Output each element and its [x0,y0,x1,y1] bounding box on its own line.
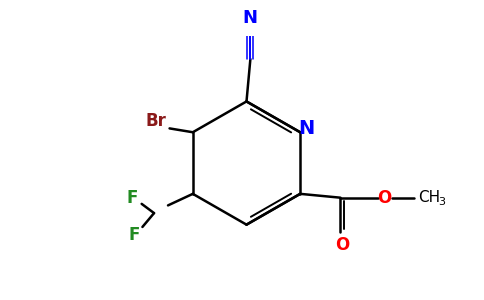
Text: F: F [127,189,138,207]
Text: Br: Br [145,112,166,130]
Text: O: O [377,189,391,207]
Text: CH: CH [418,190,440,205]
Text: N: N [298,119,315,138]
Text: F: F [129,226,140,244]
Text: O: O [335,236,349,254]
Text: N: N [243,8,258,26]
Text: 3: 3 [438,196,445,207]
